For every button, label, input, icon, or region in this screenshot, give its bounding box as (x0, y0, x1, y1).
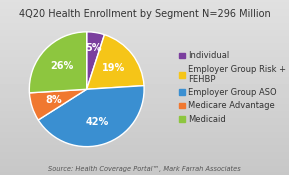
Text: 42%: 42% (86, 117, 109, 127)
Text: 5%: 5% (85, 43, 101, 53)
Wedge shape (87, 32, 104, 89)
Wedge shape (29, 89, 87, 120)
Text: 19%: 19% (102, 63, 125, 73)
Legend: Individual, Employer Group Risk +
FEHBP, Employer Group ASO, Medicare Advantage,: Individual, Employer Group Risk + FEHBP,… (177, 50, 288, 125)
Text: 26%: 26% (50, 61, 73, 71)
Text: 8%: 8% (46, 95, 62, 105)
Wedge shape (29, 32, 87, 93)
Wedge shape (87, 35, 144, 89)
Text: Source: Health Coverage Portal™, Mark Farrah Associates: Source: Health Coverage Portal™, Mark Fa… (48, 165, 241, 172)
Wedge shape (38, 86, 144, 147)
Text: 4Q20 Health Enrollment by Segment N=296 Million: 4Q20 Health Enrollment by Segment N=296 … (18, 9, 271, 19)
